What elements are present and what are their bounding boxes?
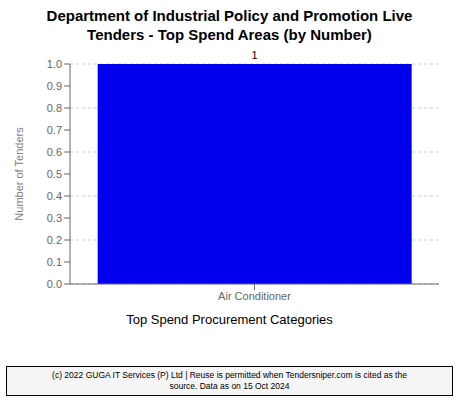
svg-text:0.5: 0.5 [47, 168, 62, 180]
html-text:source. Data as on 15 Oct 2024: source. Data as on 15 Oct 2024 [169, 381, 290, 391]
svg-text:1: 1 [252, 49, 258, 61]
html-text:Tenders - Top Spend Areas (by: Tenders - Top Spend Areas (by Number) [87, 26, 372, 43]
svg-text:0.1: 0.1 [47, 256, 62, 268]
html-text:Top Spend Procurement Categori: Top Spend Procurement Categories [126, 312, 333, 327]
svg-text:0.7: 0.7 [47, 124, 62, 136]
svg-text:0.0: 0.0 [47, 278, 62, 290]
svg-text:1.0: 1.0 [47, 58, 62, 70]
svg-text:0.8: 0.8 [47, 102, 62, 114]
html-text:(c) 2022 GUGA IT Services (P): (c) 2022 GUGA IT Services (P) Ltd | Reus… [52, 370, 407, 380]
html-text:Department of Industrial Polic: Department of Industrial Policy and Prom… [46, 7, 413, 24]
svg-text:0.4: 0.4 [47, 190, 62, 202]
svg-text:0.6: 0.6 [47, 146, 62, 158]
svg-text:Air Conditioner: Air Conditioner [218, 290, 291, 302]
svg-text:0.2: 0.2 [47, 234, 62, 246]
svg-text:0.9: 0.9 [47, 80, 62, 92]
svg-text:Number of Tenders: Number of Tenders [13, 127, 25, 221]
svg-text:0.3: 0.3 [47, 212, 62, 224]
